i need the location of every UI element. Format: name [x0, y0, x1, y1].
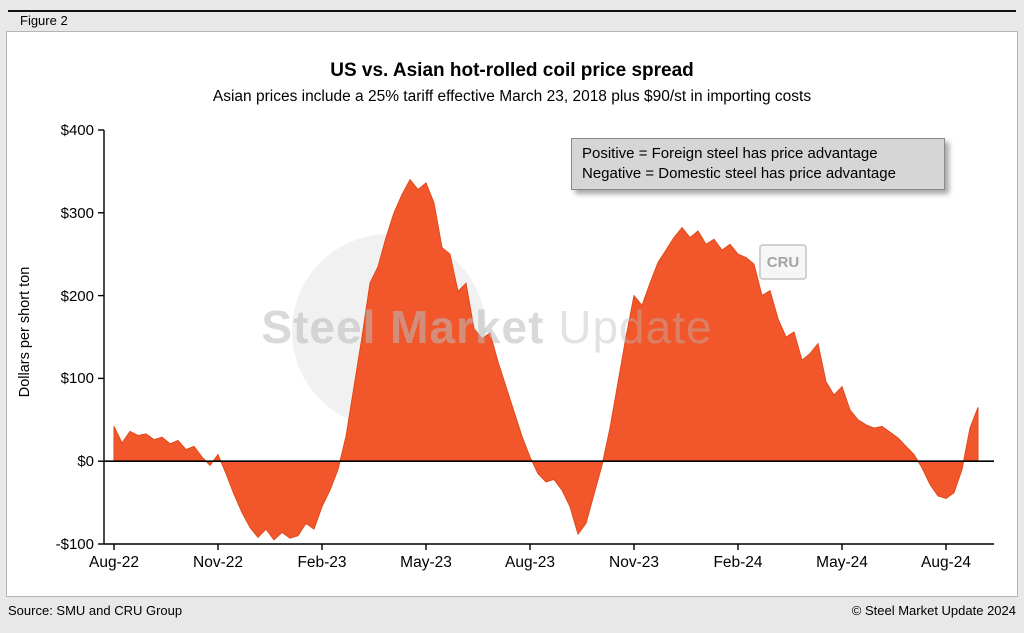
x-tick-label: Aug-23 [505, 554, 555, 571]
figure-label: Figure 2 [20, 13, 68, 28]
chart-title: US vs. Asian hot-rolled coil price sprea… [330, 60, 694, 81]
x-tick-label: May-23 [400, 554, 452, 571]
annotation-box: Positive = Foreign steel has price advan… [571, 138, 945, 190]
x-tick-label: Feb-24 [713, 554, 763, 571]
y-tick-label: $200 [60, 287, 94, 305]
chart-subtitle: Asian prices include a 25% tariff effect… [212, 88, 812, 105]
x-tick-label: Aug-24 [921, 554, 971, 571]
annotation-line-negative: Negative = Domestic steel has price adva… [582, 165, 896, 182]
price-spread-area-chart [98, 129, 994, 550]
y-tick-label: $100 [60, 370, 94, 388]
footer: Source: SMU and CRU Group © Steel Market… [8, 603, 1016, 618]
top-rule [8, 10, 1016, 12]
y-axis-title: Dollars per short ton [17, 266, 33, 398]
y-tick-label: -$100 [55, 536, 94, 553]
chart-panel: US vs. Asian hot-rolled coil price sprea… [6, 31, 1018, 597]
copyright-note: © Steel Market Update 2024 [851, 603, 1016, 618]
x-tick-label: Nov-23 [609, 554, 659, 571]
x-tick-label: Nov-22 [193, 554, 243, 571]
annotation-line-positive: Positive = Foreign steel has price advan… [582, 145, 878, 162]
source-note: Source: SMU and CRU Group [8, 603, 183, 618]
y-tick-label: $400 [60, 122, 94, 139]
spread-area-series [113, 178, 979, 541]
y-tick-label: $300 [60, 204, 94, 222]
y-tick-label: $0 [77, 453, 94, 471]
x-tick-label: Aug-22 [89, 554, 139, 571]
x-tick-label: Feb-23 [297, 554, 347, 571]
x-tick-label: May-24 [816, 554, 868, 571]
